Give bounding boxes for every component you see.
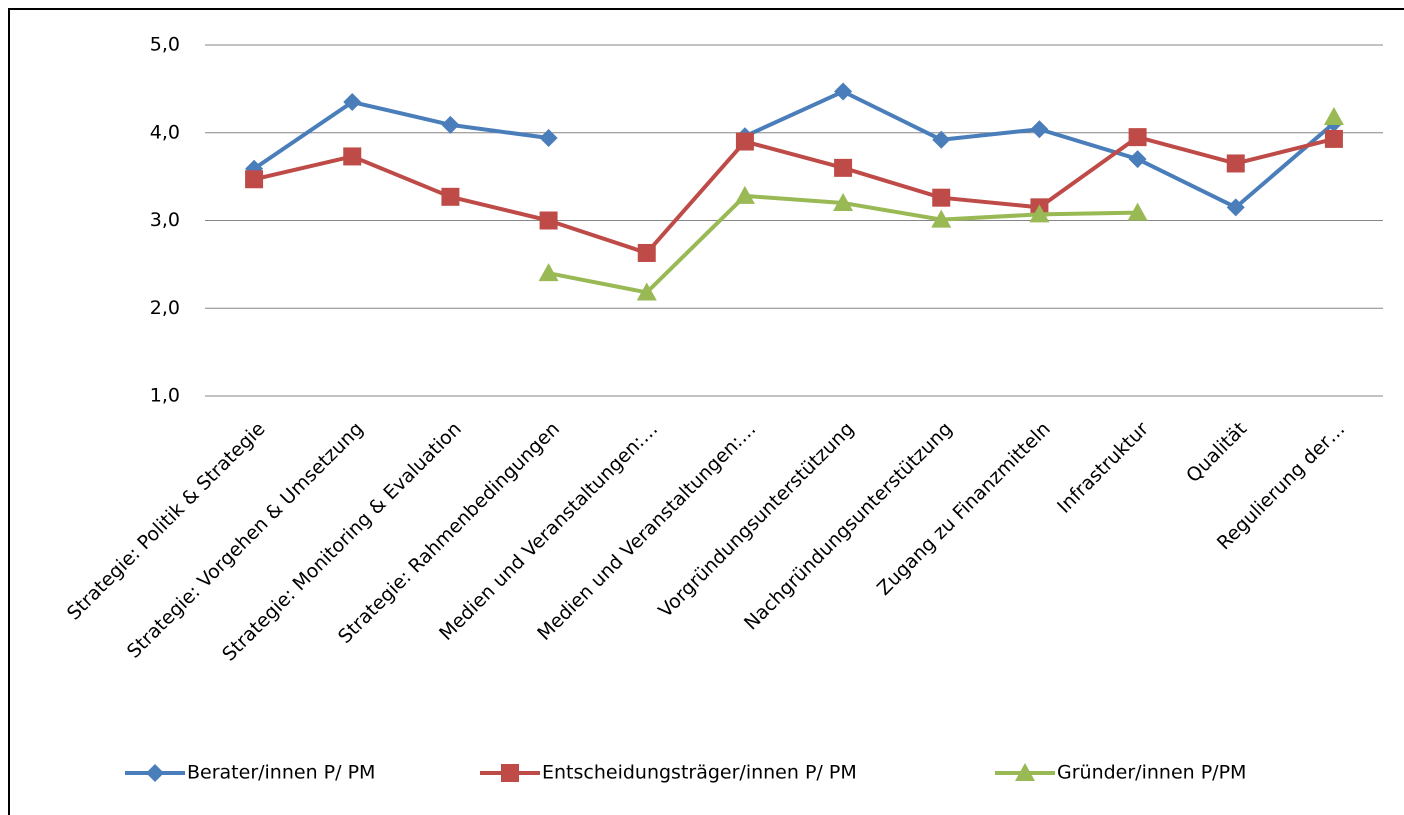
data-point [1128, 150, 1147, 169]
data-point [441, 115, 460, 134]
data-point [245, 170, 264, 189]
data-point [539, 129, 558, 148]
data-point [1324, 129, 1343, 148]
data-point [734, 185, 755, 204]
data-point [1226, 154, 1245, 173]
data-point [1030, 120, 1049, 139]
data-point [539, 211, 558, 230]
legend-marker [1015, 763, 1035, 781]
data-point [637, 243, 656, 262]
data-point [1127, 202, 1148, 221]
data-point [343, 93, 362, 112]
data-point [1323, 106, 1344, 125]
data-point [1128, 128, 1147, 147]
data-point [538, 263, 559, 282]
legend-marker [146, 764, 164, 782]
data-point [931, 209, 952, 228]
legend-marker [501, 764, 519, 782]
data-point [932, 188, 951, 207]
y-tick-label: 1,0 [150, 385, 180, 407]
legend-label: Gründer/innen P/PM [1057, 762, 1246, 784]
frame [8, 8, 1404, 815]
y-tick-label: 3,0 [150, 209, 180, 231]
data-point [834, 158, 853, 177]
data-point [833, 192, 854, 211]
data-point [441, 187, 460, 206]
data-point [932, 130, 951, 149]
y-tick-label: 5,0 [150, 34, 180, 56]
data-point [1226, 198, 1245, 217]
data-point [343, 147, 362, 166]
series-line [253, 135, 1335, 255]
y-tick-label: 4,0 [150, 121, 180, 143]
legend-label: Entscheidungsträger/innen P/ PM [542, 762, 857, 784]
data-point [834, 82, 853, 101]
data-point [1029, 204, 1050, 223]
data-point [735, 132, 754, 151]
legend-label: Berater/innen P/ PM [187, 762, 375, 784]
data-point [636, 282, 657, 301]
y-tick-label: 2,0 [150, 297, 180, 319]
